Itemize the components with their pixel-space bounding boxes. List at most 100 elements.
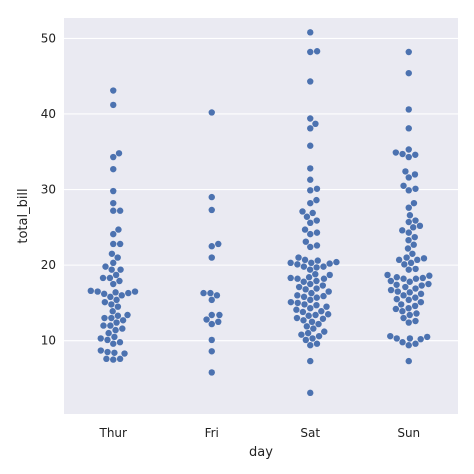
point-sun <box>405 319 412 326</box>
point-sat <box>307 29 314 36</box>
point-thur <box>104 348 111 356</box>
point-thur <box>113 296 120 304</box>
point-sat <box>309 335 316 342</box>
point-sun <box>412 217 419 224</box>
point-sat <box>304 329 312 337</box>
point-thur <box>131 288 139 295</box>
point-sun <box>405 153 412 161</box>
point-fri <box>215 240 222 248</box>
point-sun <box>411 171 419 178</box>
point-sun <box>400 275 407 282</box>
point-fri <box>207 289 214 297</box>
point-sat <box>307 142 314 149</box>
point-thur <box>112 326 119 334</box>
point-sun <box>418 282 425 289</box>
point-sun <box>400 292 407 299</box>
point-thur <box>113 319 120 326</box>
point-sun <box>405 125 412 132</box>
point-fri <box>208 243 215 250</box>
point-sat <box>298 331 305 338</box>
point-sat <box>307 296 314 304</box>
point-sat <box>300 278 307 285</box>
point-thur <box>99 274 107 282</box>
point-sun <box>416 222 424 230</box>
point-sat <box>307 280 314 288</box>
point-sat <box>308 259 315 267</box>
point-thur <box>108 250 116 257</box>
point-thur <box>100 322 107 329</box>
point-thur <box>124 311 131 319</box>
point-thur <box>107 322 114 329</box>
point-sat <box>313 301 320 309</box>
point-sun <box>406 335 414 342</box>
y-axis-label: total_bill <box>16 188 31 243</box>
point-sun <box>403 254 410 261</box>
point-thur <box>110 199 117 207</box>
point-sat <box>313 264 320 271</box>
point-thur <box>118 292 125 299</box>
y-tick-label: 40 <box>41 107 56 121</box>
point-sat <box>307 125 314 132</box>
point-sat <box>300 293 308 301</box>
point-fri <box>208 109 215 116</box>
point-sun <box>405 106 412 113</box>
point-sat <box>305 274 313 281</box>
point-thur <box>109 308 116 315</box>
point-sat <box>308 318 316 326</box>
point-fri <box>208 206 215 214</box>
point-fri <box>208 369 215 376</box>
point-sun <box>398 301 405 308</box>
point-sun <box>393 274 401 281</box>
point-sun <box>413 310 420 317</box>
point-thur <box>108 301 115 308</box>
data-points <box>87 29 433 397</box>
point-sun <box>387 286 395 294</box>
point-sat <box>307 187 314 194</box>
point-sat <box>302 238 310 245</box>
point-sat <box>294 292 301 299</box>
point-sat <box>315 320 322 328</box>
point-sat <box>313 242 321 249</box>
point-sat <box>287 274 294 282</box>
point-thur <box>105 329 112 337</box>
point-sat <box>305 312 312 319</box>
point-sat <box>313 48 321 55</box>
point-sat <box>303 323 311 330</box>
point-sat <box>294 299 301 307</box>
point-sun <box>405 69 412 77</box>
point-thur <box>110 101 117 109</box>
point-fri <box>213 292 221 299</box>
point-sun <box>412 185 419 192</box>
point-sun <box>394 288 401 295</box>
point-fri <box>215 318 222 326</box>
point-sun <box>393 295 400 303</box>
point-sun <box>387 332 394 340</box>
point-sun <box>406 289 413 296</box>
point-sat <box>315 332 323 340</box>
point-sat <box>321 328 328 335</box>
point-thur <box>110 280 117 288</box>
point-sun <box>395 256 403 264</box>
y-tick-label: 30 <box>41 183 56 197</box>
point-sun <box>399 308 406 315</box>
point-sun <box>412 265 419 273</box>
point-sun <box>412 317 419 325</box>
point-sat <box>293 314 301 322</box>
point-sun <box>404 245 412 252</box>
point-sun <box>405 146 412 153</box>
point-sat <box>312 270 319 278</box>
point-thur <box>116 277 123 285</box>
point-sat <box>307 48 314 56</box>
point-sat <box>313 277 320 285</box>
point-sat <box>314 257 321 264</box>
x-tick-label-sun: Sun <box>397 426 420 440</box>
point-thur <box>104 336 111 344</box>
point-fri <box>208 336 215 344</box>
point-fri <box>216 311 223 319</box>
point-thur <box>119 325 126 332</box>
point-sun <box>399 227 406 234</box>
y-gridlines <box>64 37 458 342</box>
point-sun <box>402 168 409 175</box>
point-sun <box>411 302 419 310</box>
point-sat <box>307 389 314 397</box>
